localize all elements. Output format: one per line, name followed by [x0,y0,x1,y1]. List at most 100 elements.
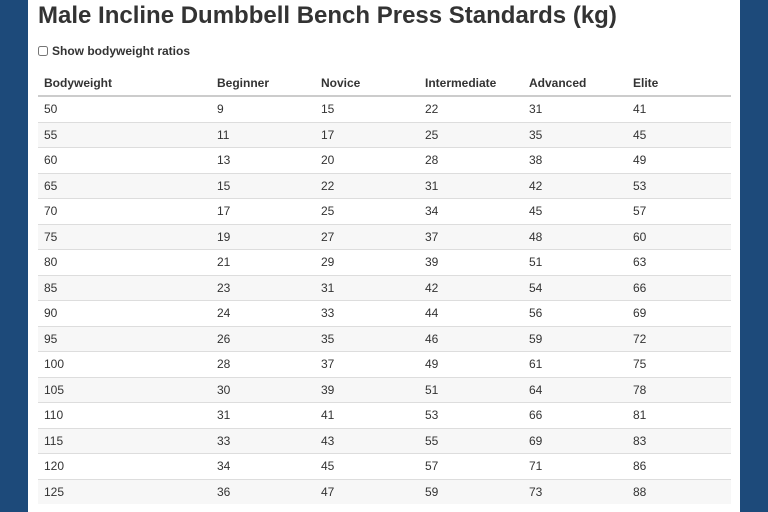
table-cell: 86 [627,453,731,479]
table-row: 110 31 41 53 66 81 [38,402,731,428]
table-cell: 25 [315,198,419,224]
table-cell: 51 [419,376,523,403]
table-cell: 39 [419,249,523,275]
table-cell: 29 [315,249,419,275]
table-cell: 24 [211,300,315,326]
table-cell: 51 [523,249,627,275]
column-header: Elite [627,70,731,97]
table-row: 75 19 27 37 48 60 [38,223,731,250]
table-cell: 80 [38,249,211,275]
table-cell: 100 [38,351,211,377]
table-cell: 53 [419,402,523,428]
table-cell: 83 [627,427,731,454]
table-cell: 85 [38,274,211,301]
table-cell: 31 [419,172,523,199]
table-cell: 31 [211,402,315,428]
table-cell: 37 [419,223,523,250]
table-cell: 45 [627,121,731,148]
table-row: 105 30 39 51 64 78 [38,376,731,403]
table-cell: 125 [38,478,211,504]
table-row: 85 23 31 42 54 66 [38,274,731,301]
table-row: 125 36 47 59 73 88 [38,478,731,504]
table-cell: 13 [211,147,315,173]
table-row: 60 13 20 28 38 49 [38,147,731,173]
table-cell: 75 [627,351,731,377]
table-cell: 35 [315,325,419,352]
table-cell: 45 [523,198,627,224]
table-cell: 28 [211,351,315,377]
table-cell: 31 [315,274,419,301]
table-row: 55 11 17 25 35 45 [38,121,731,148]
table-cell: 35 [523,121,627,148]
table-cell: 33 [211,427,315,454]
table-cell: 105 [38,376,211,403]
table-row: 95 26 35 46 59 72 [38,325,731,352]
table-cell: 115 [38,427,211,454]
table-cell: 42 [523,172,627,199]
table-cell: 30 [211,376,315,403]
table-cell: 22 [315,172,419,199]
table-cell: 39 [315,376,419,403]
table-cell: 60 [627,223,731,250]
table-cell: 72 [627,325,731,352]
checkbox[interactable] [38,46,48,56]
table-cell: 20 [315,147,419,173]
table-cell: 55 [38,121,211,148]
table-cell: 31 [523,95,627,122]
panel: Male Incline Dumbbell Bench Press Standa… [28,0,740,512]
table-cell: 42 [419,274,523,301]
table-cell: 22 [419,95,523,122]
table-cell: 78 [627,376,731,403]
table-cell: 59 [523,325,627,352]
table-cell: 46 [419,325,523,352]
table-cell: 81 [627,402,731,428]
table-cell: 9 [211,95,315,122]
table-cell: 61 [523,351,627,377]
column-header: Novice [315,70,419,97]
table-cell: 95 [38,325,211,352]
table-cell: 21 [211,249,315,275]
table-cell: 38 [523,147,627,173]
table-row: 50 9 15 22 31 41 [38,95,731,122]
table-cell: 57 [627,198,731,224]
table-cell: 65 [38,172,211,199]
table-cell: 33 [315,300,419,326]
table-cell: 36 [211,478,315,504]
table-cell: 25 [419,121,523,148]
table-cell: 23 [211,274,315,301]
table-cell: 34 [211,453,315,479]
table-cell: 59 [419,478,523,504]
table-cell: 41 [627,95,731,122]
table-cell: 11 [211,121,315,148]
table-cell: 47 [315,478,419,504]
table-cell: 49 [627,147,731,173]
table-row: 115 33 43 55 69 83 [38,427,731,454]
table-cell: 64 [523,376,627,403]
column-header: Intermediate [419,70,523,97]
column-header: Beginner [211,70,315,97]
table-cell: 49 [419,351,523,377]
table-row: 80 21 29 39 51 63 [38,249,731,275]
column-header: Bodyweight [38,70,211,97]
column-header: Advanced [523,70,627,97]
table-row: 70 17 25 34 45 57 [38,198,731,224]
table-cell: 55 [419,427,523,454]
table-cell: 63 [627,249,731,275]
table-cell: 41 [315,402,419,428]
table-cell: 37 [315,351,419,377]
checkbox-label: Show bodyweight ratios [52,44,191,58]
table-cell: 43 [315,427,419,454]
table-cell: 70 [38,198,211,224]
title: Male Incline Dumbbell Bench Press Standa… [38,2,617,29]
table-cell: 26 [211,325,315,352]
table-cell: 19 [211,223,315,250]
checkbox-row[interactable]: Show bodyweight ratios [38,44,190,58]
table-cell: 15 [211,172,315,199]
table-cell: 15 [315,95,419,122]
table-cell: 73 [523,478,627,504]
table-row: 100 28 37 49 61 75 [38,351,731,377]
table-cell: 90 [38,300,211,326]
table-cell: 57 [419,453,523,479]
table-cell: 60 [38,147,211,173]
